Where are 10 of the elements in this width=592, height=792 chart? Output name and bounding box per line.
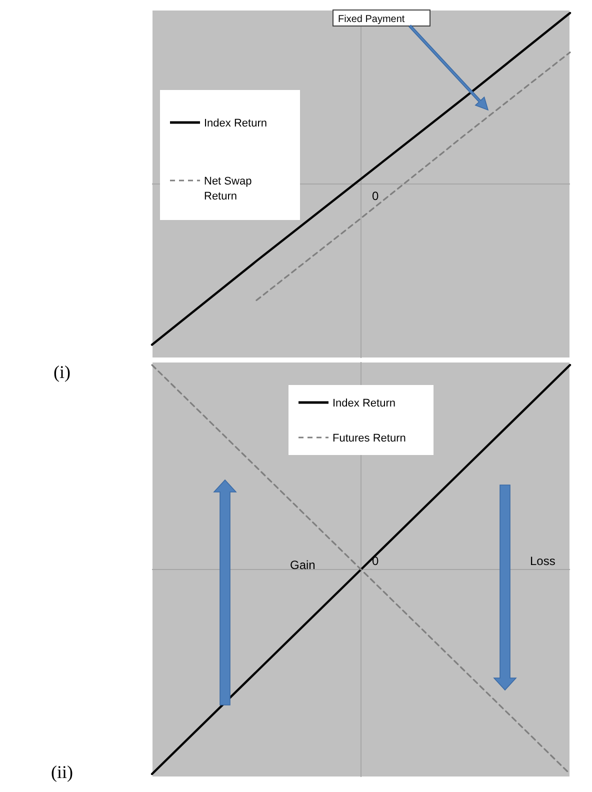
annotation: 0 <box>372 189 379 203</box>
legend-label: Futures Return <box>332 432 406 444</box>
text: (ii) <box>51 762 73 782</box>
annotation: Gain <box>290 558 316 572</box>
legend-label: Index Return <box>332 398 396 410</box>
annotation: Fixed Payment <box>338 14 405 25</box>
text: (i) <box>54 362 70 382</box>
legend-label: Net Swap Return <box>204 176 252 202</box>
annotation: Loss <box>530 554 556 568</box>
legend-label: Index Return <box>204 118 267 130</box>
